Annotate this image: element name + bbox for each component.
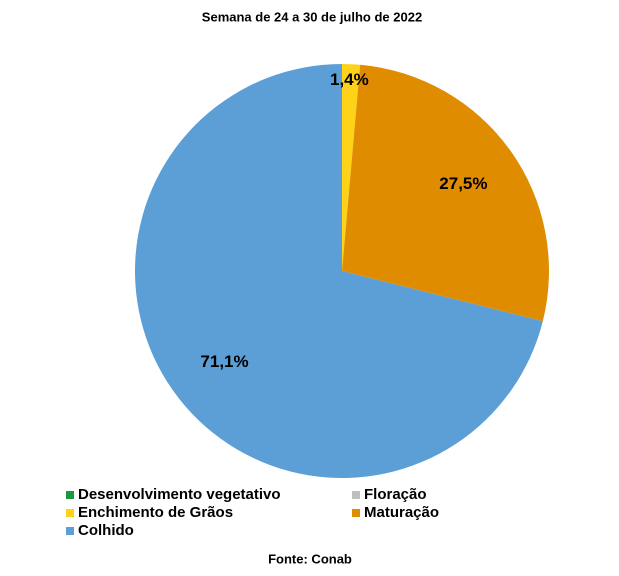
legend-swatch — [352, 509, 360, 517]
source: Fonte: Conab — [268, 551, 352, 566]
legend-label: Floração — [364, 486, 427, 503]
legend-swatch — [66, 509, 74, 517]
legend-label: Desenvolvimento vegetativo — [78, 486, 281, 503]
data-label: 1,4% — [330, 70, 369, 89]
legend-label: Maturação — [364, 504, 439, 521]
legend-label: Enchimento de Grãos — [78, 504, 233, 521]
pie-slice — [342, 64, 361, 271]
legend-swatch — [66, 527, 74, 535]
pie-slice — [135, 64, 543, 478]
pie-slice — [342, 64, 549, 322]
data-label: 71,1% — [200, 352, 248, 371]
legend-label: Colhido — [78, 522, 134, 539]
legend-swatch — [66, 491, 74, 499]
legend-swatch — [352, 491, 360, 499]
chart-title: Semana de 24 a 30 de julho de 2022 — [202, 9, 422, 24]
data-label: 27,5% — [439, 174, 487, 193]
